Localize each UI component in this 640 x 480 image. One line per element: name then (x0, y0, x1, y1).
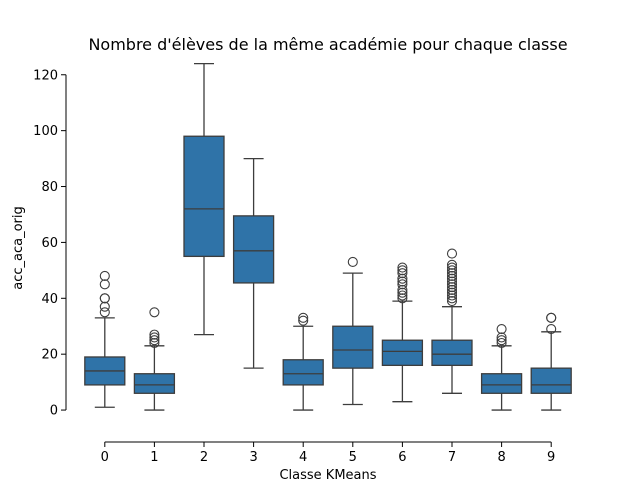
x-tick-label: 2 (200, 450, 208, 465)
y-tick-label: 0 (50, 404, 58, 419)
outlier-point (397, 279, 408, 290)
outlier-point (99, 293, 110, 304)
box-group-7 (431, 248, 473, 394)
box (480, 373, 523, 394)
outlier-point (446, 248, 458, 259)
y-tick-label: 120 (33, 68, 58, 83)
box (431, 339, 473, 367)
plot-area (84, 62, 572, 411)
y-tick-label: 40 (41, 292, 58, 307)
chart-title: Nombre d'élèves de la même académie pour… (88, 35, 567, 54)
outlier-point (446, 282, 458, 293)
y-axis-label: acc_aca_orig (11, 206, 26, 290)
outlier-point (149, 329, 160, 340)
y-tick-label: 20 (41, 348, 58, 363)
box (133, 373, 176, 394)
outlier-point (149, 337, 160, 349)
outlier-point (496, 332, 507, 343)
outlier-point (298, 312, 309, 323)
outlier-point (99, 301, 110, 312)
outlier-point (397, 262, 408, 273)
y-tick-label: 100 (33, 124, 58, 139)
box-group-4 (282, 312, 324, 411)
outlier-point (99, 270, 110, 281)
outlier-point (397, 265, 408, 276)
outlier-point (446, 290, 458, 301)
outlier-point (397, 273, 408, 284)
box-group-6 (381, 262, 424, 403)
y-tick-label: 60 (41, 236, 58, 251)
outlier-point (446, 265, 458, 276)
box-group-8 (480, 323, 523, 411)
outlier-point (496, 335, 507, 346)
outlier-point (546, 323, 557, 335)
y-axis: 0 20 40 60 80 100 120 (33, 68, 67, 419)
outlier-point (446, 268, 458, 279)
x-tick-label: 3 (249, 450, 257, 465)
outlier-point (397, 290, 408, 301)
outlier-point (446, 276, 458, 287)
box (282, 359, 324, 386)
y-tick-label: 80 (41, 180, 58, 195)
outlier-point (149, 307, 160, 318)
box-group-5 (332, 256, 374, 406)
outlier-point (446, 293, 458, 304)
outlier-point (99, 279, 110, 290)
box-group-1 (133, 307, 176, 411)
box-group-3 (232, 157, 275, 369)
box-group-0 (84, 270, 126, 408)
outlier-point (397, 293, 408, 304)
box (232, 215, 275, 284)
x-axis: 0 1 2 3 4 5 6 7 8 9 (101, 441, 555, 465)
box-group-2 (183, 62, 225, 336)
outlier-point (446, 270, 458, 281)
outlier-point (446, 287, 458, 298)
outlier-point (546, 312, 557, 323)
x-tick-label: 5 (349, 450, 357, 465)
x-tick-label: 4 (299, 450, 307, 465)
outlier-point (446, 296, 458, 307)
outlier-point (397, 287, 408, 298)
outlier-point (446, 284, 458, 295)
outlier-point (496, 323, 507, 335)
outlier-point (397, 284, 408, 295)
box (183, 135, 225, 258)
outlier-point (397, 268, 408, 279)
outlier-point (446, 259, 458, 270)
x-tick-label: 1 (150, 450, 158, 465)
x-tick-label: 8 (497, 450, 505, 465)
box (381, 339, 424, 367)
outlier-point (446, 262, 458, 273)
outlier-point (496, 337, 507, 349)
outlier-point (149, 332, 160, 343)
outlier-point (298, 315, 309, 326)
outlier-point (99, 307, 110, 318)
outlier-point (149, 335, 160, 346)
box (530, 367, 572, 394)
box-group-9 (530, 312, 572, 411)
box (332, 325, 374, 369)
x-tick-label: 0 (101, 450, 109, 465)
x-tick-label: 6 (398, 450, 406, 465)
outlier-point (446, 273, 458, 284)
outlier-point (397, 276, 408, 287)
x-tick-label: 9 (547, 450, 555, 465)
outlier-point (446, 279, 458, 290)
outlier-point (347, 256, 358, 268)
x-axis-label: Classe KMeans (279, 468, 376, 480)
x-tick-label: 7 (448, 450, 456, 465)
